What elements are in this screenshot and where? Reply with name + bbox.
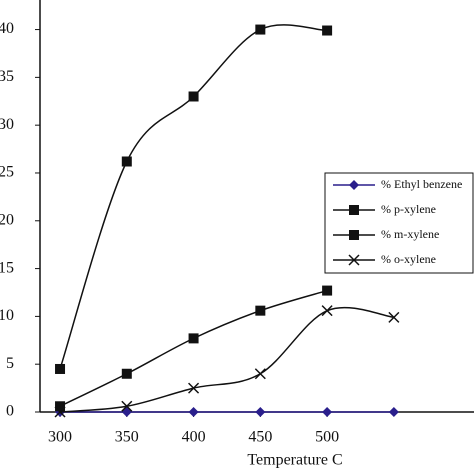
marker xyxy=(255,407,266,417)
marker xyxy=(349,180,359,190)
marker xyxy=(322,25,333,36)
marker xyxy=(255,24,266,35)
x-tick-label: 350 xyxy=(115,429,139,446)
marker xyxy=(348,254,360,266)
marker xyxy=(121,368,132,379)
y-tick-label: 30 xyxy=(0,116,14,133)
marker xyxy=(188,382,200,394)
legend-label: % Ethyl benzene xyxy=(381,177,462,191)
marker xyxy=(55,401,66,412)
marker xyxy=(322,407,333,417)
x-axis-label: Temperature C xyxy=(247,452,342,469)
y-tick-label: 15 xyxy=(0,259,14,276)
marker xyxy=(55,363,66,374)
marker xyxy=(255,305,266,316)
x-tick-label: 500 xyxy=(315,429,339,446)
y-tick-label: 10 xyxy=(0,307,14,324)
y-tick-label: 0 xyxy=(6,403,14,420)
marker xyxy=(188,91,199,102)
marker xyxy=(388,311,400,323)
marker xyxy=(321,305,333,317)
marker xyxy=(254,368,266,380)
marker xyxy=(349,205,359,215)
marker xyxy=(121,400,133,412)
marker xyxy=(121,407,132,417)
series-line xyxy=(59,24,328,370)
marker xyxy=(121,156,132,167)
marker xyxy=(54,406,66,418)
legend-label: % o-xylene xyxy=(381,252,436,266)
marker xyxy=(188,407,199,417)
y-tick-label: 25 xyxy=(0,164,14,181)
x-tick-label: 400 xyxy=(182,429,206,446)
series-line xyxy=(59,306,394,413)
x-tick-label: 300 xyxy=(48,429,72,446)
marker xyxy=(349,230,359,240)
marker xyxy=(388,407,399,417)
marker xyxy=(322,285,333,296)
y-tick-label: 40 xyxy=(0,20,14,37)
legend-label: % p-xylene xyxy=(381,202,436,216)
y-tick-label: 20 xyxy=(0,211,14,228)
marker xyxy=(188,333,199,344)
legend-label: % m-xylene xyxy=(381,227,439,241)
legend: % Ethyl benzene % p-xylene % m-xylene % o-x… xyxy=(324,172,474,274)
y-tick-label: 35 xyxy=(0,68,14,85)
x-tick-label: 450 xyxy=(248,429,272,446)
y-tick-label: 5 xyxy=(6,355,14,372)
